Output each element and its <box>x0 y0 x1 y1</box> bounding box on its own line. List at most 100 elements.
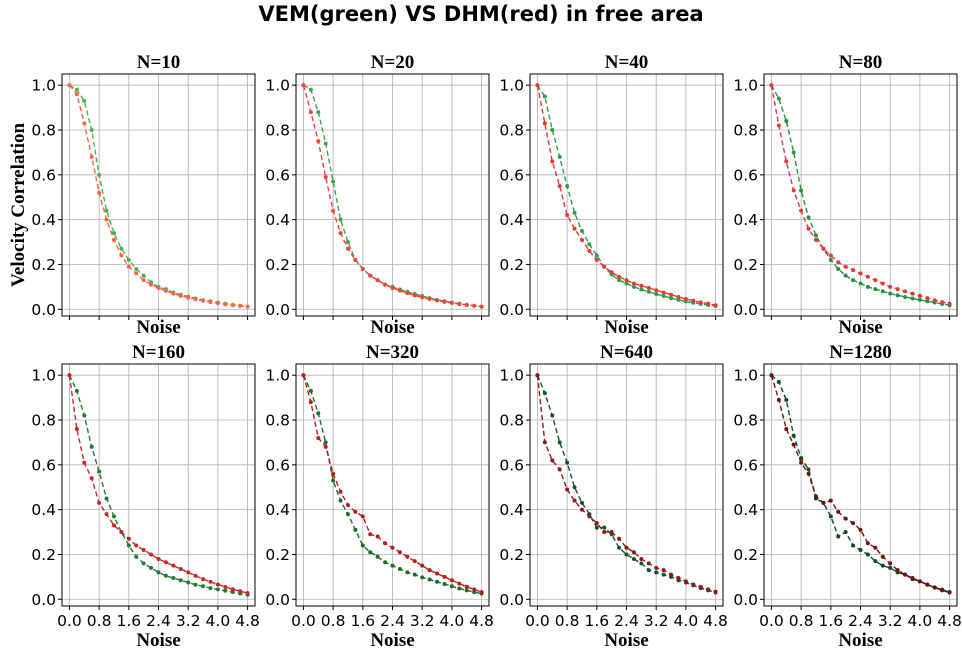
data-point-dhm <box>301 373 306 378</box>
data-point-dhm <box>813 494 818 499</box>
data-point-vem <box>631 556 636 561</box>
data-point-dhm <box>360 514 365 519</box>
data-point-dhm <box>791 442 796 447</box>
x-tick-label: 3.2 <box>176 612 201 630</box>
subplot-2: 0.0 0.2 0.4 0.6 0.8 1.0 N=20 Noise <box>265 52 490 338</box>
data-point-vem <box>104 496 109 501</box>
data-point-dhm <box>713 589 718 594</box>
x-tick-label: 1.6 <box>584 612 609 630</box>
data-point-vem <box>865 552 870 557</box>
x-tick-label: 4.0 <box>674 612 699 630</box>
data-point-dhm <box>821 500 826 505</box>
data-point-vem <box>353 527 358 532</box>
data-point-vem <box>316 110 321 115</box>
data-point-dhm <box>368 273 373 278</box>
x-tick-label: 2.4 <box>848 612 873 630</box>
x-tick-label: 4.0 <box>908 612 933 630</box>
data-point-vem <box>888 565 893 570</box>
data-point-dhm <box>624 545 629 550</box>
data-point-dhm <box>646 561 651 566</box>
data-point-vem <box>134 266 139 271</box>
data-point-vem <box>654 570 659 575</box>
y-tick-label: 0.6 <box>499 456 524 474</box>
data-point-dhm <box>925 582 930 587</box>
data-point-dhm <box>74 426 79 431</box>
data-point-vem <box>858 281 863 286</box>
y-tick-label: 0.2 <box>499 256 524 274</box>
data-point-dhm <box>873 278 878 283</box>
data-point-dhm <box>880 554 885 559</box>
data-point-dhm <box>338 231 343 236</box>
x-axis-label: Noise <box>838 630 882 651</box>
data-point-vem <box>813 233 818 238</box>
y-tick-label: 0.4 <box>265 501 290 519</box>
data-point-vem <box>186 580 191 585</box>
data-point-vem <box>134 554 139 559</box>
data-point-dhm <box>895 568 900 573</box>
data-point-dhm <box>323 444 328 449</box>
data-point-dhm <box>579 507 584 512</box>
data-point-vem <box>345 512 350 517</box>
x-tick-label: 4.0 <box>440 612 465 630</box>
data-point-vem <box>624 281 629 286</box>
y-tick-label: 0.0 <box>499 301 524 319</box>
subplot-title: N=20 <box>371 52 415 73</box>
data-point-vem <box>873 559 878 564</box>
x-tick-label: 0.0 <box>291 612 316 630</box>
y-tick-label: 0.4 <box>733 501 758 519</box>
data-point-vem <box>572 210 577 215</box>
data-point-dhm <box>535 83 540 88</box>
data-point-dhm <box>932 585 937 590</box>
y-tick-label: 1.0 <box>265 77 290 95</box>
data-point-dhm <box>449 301 454 306</box>
data-point-dhm <box>141 547 146 552</box>
data-point-vem <box>345 240 350 245</box>
data-point-dhm <box>646 285 651 290</box>
y-tick-label: 0.4 <box>31 211 56 229</box>
data-point-dhm <box>238 303 243 308</box>
data-point-dhm <box>316 435 321 440</box>
subplot-title: N=10 <box>137 52 181 73</box>
x-tick-label: 2.4 <box>380 612 405 630</box>
y-tick-label: 0.8 <box>31 412 56 430</box>
data-point-dhm <box>631 281 636 286</box>
data-point-vem <box>587 242 592 247</box>
data-point-dhm <box>698 300 703 305</box>
data-point-dhm <box>947 590 952 595</box>
data-point-dhm <box>405 554 410 559</box>
data-point-dhm <box>836 509 841 514</box>
x-axis-label: Noise <box>370 317 414 338</box>
data-point-dhm <box>141 278 146 283</box>
data-point-dhm <box>375 278 380 283</box>
data-point-vem <box>126 257 131 262</box>
data-point-dhm <box>813 237 818 242</box>
data-point-vem <box>594 253 599 258</box>
data-point-dhm <box>457 581 462 586</box>
subplot-7: 0.0 0.8 1.6 2.4 3.2 4.0 4.80.00.20.40.60.81.0N… <box>499 342 728 651</box>
data-point-dhm <box>639 556 644 561</box>
data-point-vem <box>617 545 622 550</box>
data-point-dhm <box>67 83 72 88</box>
data-point-vem <box>602 525 607 530</box>
data-point-vem <box>550 128 555 133</box>
data-point-dhm <box>149 282 154 287</box>
data-point-dhm <box>208 579 213 584</box>
y-tick-label: 0.8 <box>31 122 56 140</box>
data-point-dhm <box>308 110 313 115</box>
data-point-dhm <box>676 575 681 580</box>
data-point-vem <box>843 530 848 535</box>
data-point-dhm <box>420 295 425 300</box>
data-point-dhm <box>412 293 417 298</box>
y-tick-label: 0.0 <box>733 301 758 319</box>
data-point-dhm <box>163 560 168 565</box>
data-point-dhm <box>784 159 789 164</box>
data-point-dhm <box>472 587 477 592</box>
data-point-vem <box>178 578 183 583</box>
y-tick-label: 1.0 <box>733 367 758 385</box>
x-axis-label: Noise <box>370 630 414 651</box>
y-tick-label: 0.8 <box>499 412 524 430</box>
data-point-dhm <box>111 523 116 528</box>
data-point-vem <box>208 586 213 591</box>
data-point-dhm <box>698 584 703 589</box>
y-tick-label: 0.0 <box>31 301 56 319</box>
